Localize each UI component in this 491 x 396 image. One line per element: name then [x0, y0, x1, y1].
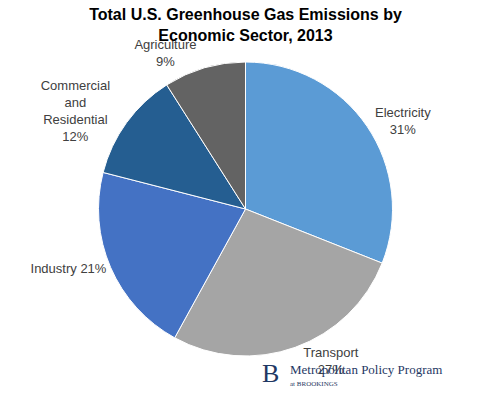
svg-text:Total U.S. Greenhouse Gas Emis: Total U.S. Greenhouse Gas Emissions byEc…	[89, 6, 402, 44]
svg-text:Electricity31%: Electricity31%	[375, 105, 431, 137]
svg-text:Agriculture9%: Agriculture9%	[134, 37, 196, 69]
svg-text:at BROOKINGS: at BROOKINGS	[290, 380, 338, 388]
svg-text:CommercialandResidential12%: CommercialandResidential12%	[41, 78, 110, 144]
svg-text:Metropolitan Policy Program: Metropolitan Policy Program	[290, 362, 442, 377]
svg-text:B: B	[262, 359, 279, 388]
svg-text:Industry 21%: Industry 21%	[31, 261, 107, 276]
svg-text:Transport27%: Transport27%	[303, 345, 359, 377]
